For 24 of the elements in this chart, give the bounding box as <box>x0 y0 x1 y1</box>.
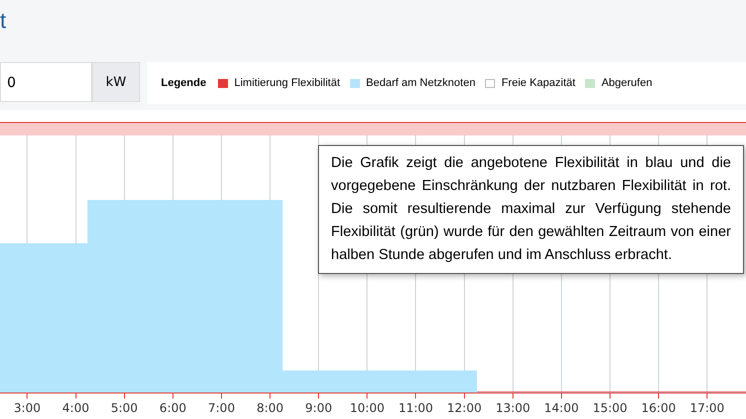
legend-label: Limitierung Flexibilität <box>234 77 340 89</box>
x-tick-label: 11:00 <box>398 400 434 415</box>
x-tick-label: 12:00 <box>447 400 482 415</box>
x-tick-label: 6:00 <box>159 400 186 415</box>
x-tick-label: 8:00 <box>256 400 284 415</box>
x-tick-label: 13:00 <box>496 400 530 415</box>
x-tick-label: 17:00 <box>690 400 724 415</box>
x-tick-label: 14:00 <box>544 400 579 415</box>
legend-label: Freie Kapazität <box>501 77 576 89</box>
annotation: Die Grafik zeigt die angebotene Flexibilität in blau und die vorgegebene Einschränkung der nutzbaren Flexibilität in rot. Die somit resultierende maximal zur Verfügung stehende Flexibilität (grün) wurde für den gewählten Zeitraum von einer halben Stunde abgerufen und im Anschluss erbracht. <box>318 145 744 274</box>
x-tick-label: 9:00 <box>305 400 332 415</box>
legend-label: Bedarf am Netzknoten <box>366 77 476 89</box>
legend-title: Legende <box>161 77 206 89</box>
text: kW <box>92 62 140 102</box>
x-tick-label: 5:00 <box>110 400 138 415</box>
chart-title: t <box>0 8 6 34</box>
text: 0 <box>0 62 92 102</box>
legend-label: Abgerufen <box>601 77 652 89</box>
x-tick-label: 10:00 <box>350 400 384 415</box>
x-tick-label: 16:00 <box>641 400 676 415</box>
x-tick-label: 15:00 <box>592 400 628 415</box>
x-tick-label: 7:00 <box>208 400 235 415</box>
x-tick-label: 3:00 <box>14 400 41 415</box>
x-tick-label: 4:00 <box>62 400 90 415</box>
